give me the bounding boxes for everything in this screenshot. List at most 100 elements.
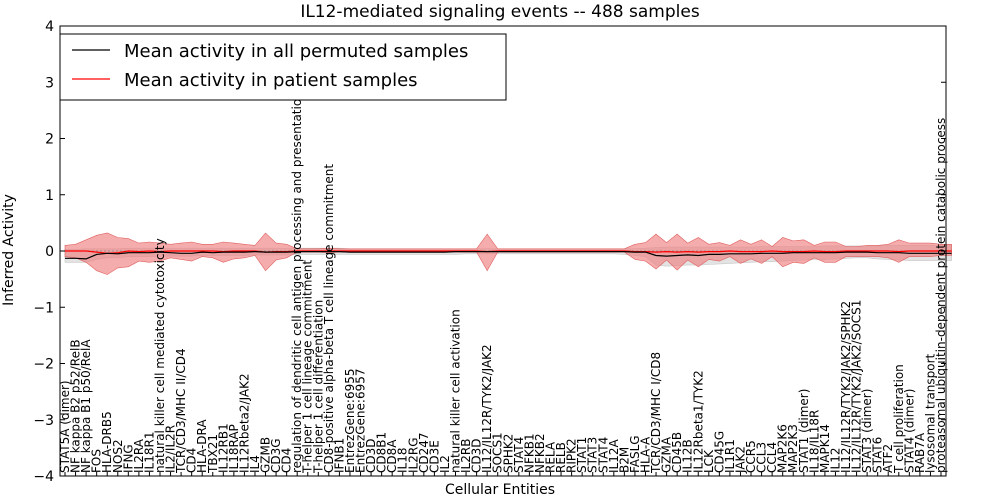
entity-label: HLA-A <box>639 436 653 473</box>
entity-label: IL12RB1 <box>216 423 230 473</box>
entity-label: IL1R1 <box>723 439 737 473</box>
entity-label: RIPK2 <box>565 438 579 473</box>
entity-label: FASLG <box>628 435 642 473</box>
entity-label: T-helper 1 cell lineage commitment <box>301 260 315 474</box>
entity-label: CCL3 <box>755 442 769 473</box>
y-axis-ticks: −4 −3 −2 −1 0 1 2 3 4 <box>33 19 946 485</box>
entity-label: CD3D <box>470 439 484 474</box>
entity-label: STAT1 (dimer) <box>797 389 811 473</box>
y-tick-label: 1 <box>45 188 54 204</box>
y-axis-label: Inferred Activity <box>1 194 17 306</box>
entity-label: TCR/CD3/MHC II/CD4 <box>174 348 188 474</box>
entity-label: IL18RAP <box>227 424 241 473</box>
legend-box <box>59 33 507 101</box>
entity-label: GZMA <box>660 436 674 473</box>
entity-label: LCK <box>702 449 716 473</box>
entity-label: TCR/CD3/MHC I/CD8 <box>649 352 663 474</box>
entity-label: MAP2K3 <box>786 424 800 473</box>
entity-label: CD45B <box>670 432 684 473</box>
entity-label: IL4 <box>248 455 262 473</box>
entity-label: STAT5A (dimer) <box>58 380 72 473</box>
entity-label: regulation of dendritic cell antigen pro… <box>290 91 304 473</box>
legend-label-permuted: Mean activity in all permuted samples <box>124 41 468 62</box>
entity-label: IL12 <box>829 448 843 474</box>
entity-label: RELB <box>554 442 568 473</box>
entity-label: MAP2K6 <box>776 424 790 473</box>
y-tick-label: −4 <box>33 469 54 485</box>
entity-label: STAT4 <box>596 437 610 473</box>
entity-label: NOS2 <box>111 439 125 473</box>
entity-label: proteasomal ubiquitin-dependent protein … <box>934 118 948 473</box>
entity-label: IFNB1 <box>332 438 346 473</box>
permuted-samples-line <box>65 250 952 260</box>
entity-label: STAT4 <box>512 437 526 473</box>
entity-label: MAPK14 <box>818 424 832 473</box>
entity-label: IL2RG <box>406 438 420 474</box>
entity-label: B2M <box>617 447 631 473</box>
legend: Mean activity in all permuted samples Me… <box>59 33 507 101</box>
entity-label: IL12/IL12R/TYK2/JAK2/SPHK2 <box>839 301 853 473</box>
entity-label: IL2RB <box>459 439 473 473</box>
entity-label: CCL4 <box>765 442 779 473</box>
entity-label: RELA <box>544 441 558 473</box>
entity-label: CD247 <box>417 432 431 473</box>
entity-label: CD8B1 <box>375 432 389 473</box>
entity-label: CD45G <box>712 431 726 473</box>
entity-label: CCR5 <box>744 440 758 473</box>
entity-label: CD4 <box>185 448 199 473</box>
entity-label: T-helper 1 cell differentiation <box>311 300 325 474</box>
entity-label: IL12A <box>607 439 621 473</box>
entity-label: SPHK2 <box>501 434 515 473</box>
entity-label: CD4 <box>280 448 294 473</box>
entity-label: IL2RA <box>132 438 146 473</box>
entity-label: HLA-DRB5 <box>100 411 114 473</box>
entity-label: IL18/IL18R <box>807 410 821 473</box>
entity-label: T cell proliferation <box>892 364 906 474</box>
entity-label: JAK2 <box>734 446 748 474</box>
entity-label: STAT3 (dimer) <box>860 389 874 473</box>
entity-label: FOS <box>90 449 104 473</box>
y-tick-label: 0 <box>45 244 54 260</box>
y-tick-label: 4 <box>45 19 54 35</box>
entity-label: CD3G <box>269 438 283 473</box>
entity-label: STAT3 <box>586 437 600 473</box>
x-axis-label: Cellular Entities <box>445 482 555 498</box>
entity-label: EntrezGene:6955 <box>343 369 357 474</box>
y-tick-label: −1 <box>33 300 54 316</box>
legend-label-patient: Mean activity in patient samples <box>124 70 418 91</box>
entity-label: IL12B <box>681 439 695 473</box>
entity-label: NF kappa B1 p50/RelA <box>79 339 93 473</box>
y-tick-label: −2 <box>33 357 54 373</box>
y-tick-label: 3 <box>45 75 54 91</box>
entity-label: IL12Rbeta1/TYK2 <box>691 370 705 473</box>
entity-label: IL18 <box>396 448 410 474</box>
entity-label: SOCS1 <box>491 432 505 473</box>
entity-label: IL2 <box>438 455 452 473</box>
entity-label: HLA-DRA <box>195 419 209 473</box>
entity-label: natural killer cell mediated cytotoxicit… <box>153 238 167 473</box>
entity-label: STAT4 (dimer) <box>902 389 916 473</box>
entity-label: IL12Rbeta2/JAK2 <box>237 373 251 473</box>
entity-label: NFKB2 <box>533 433 547 473</box>
entity-label: CD8-positive alpha-beta T cell lineage c… <box>322 164 336 473</box>
entity-label: CD3D <box>364 439 378 474</box>
entity-label: IL12/IL12R/TYK2/JAK2 <box>480 344 494 473</box>
entity-label: CD8A <box>385 439 399 473</box>
entity-label: EntrezGene:6957 <box>354 369 368 474</box>
entity-label: GZMB <box>259 437 273 473</box>
entity-label: RAB7A <box>913 432 927 473</box>
y-tick-label: 2 <box>45 132 54 148</box>
entity-label: IL18R1 <box>142 432 156 473</box>
entity-label: CD3E <box>427 440 441 473</box>
entity-label: STAT1 <box>575 437 589 473</box>
entity-label: STAT6 <box>871 437 885 473</box>
entity-label: IL2/IL2R <box>164 425 178 473</box>
entity-label: IFNG <box>121 444 135 473</box>
entity-label: IL12/IL12R/TYK2/JAK2/SOCS1 <box>850 300 864 473</box>
plot-area <box>60 232 952 275</box>
y-tick-label: −3 <box>33 413 54 429</box>
entity-label: NF kappa B2 p52/RelB <box>69 339 83 473</box>
entity-label: TBX21 <box>206 434 220 474</box>
chart-title: IL12-mediated signaling events -- 488 sa… <box>300 2 700 22</box>
